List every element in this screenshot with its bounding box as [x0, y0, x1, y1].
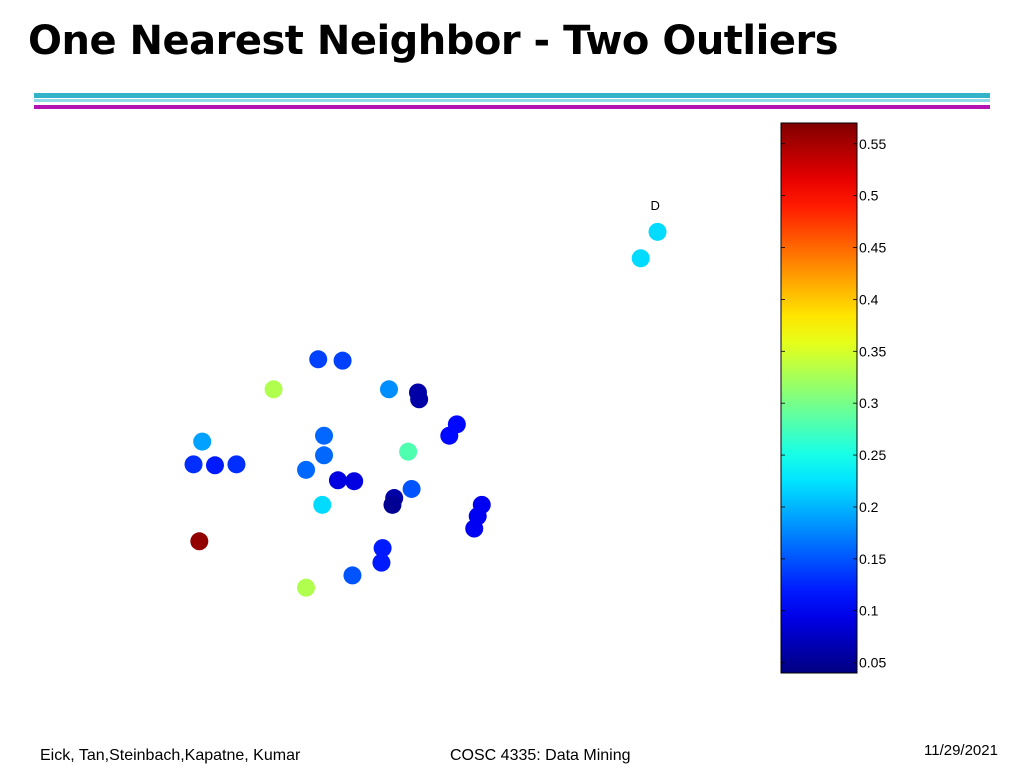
scatter-point	[333, 351, 352, 370]
footer-authors: Eick, Tan,Steinbach,Kapatne, Kumar	[40, 747, 301, 764]
scatter-point	[313, 495, 332, 514]
scatter-point	[631, 249, 650, 268]
scatter-point	[315, 446, 334, 465]
scatter-point	[328, 471, 347, 490]
scatter-point	[648, 222, 667, 241]
colorbar-tick-label: 0.35	[859, 343, 886, 359]
colorbar: 0.55 0.5 0.45 0.4 0.35 0.3 0.25 0.2 0.15 0.1 0.05	[780, 122, 886, 674]
slide-title: One Nearest Neighbor - Two Outliers	[28, 18, 839, 64]
colorbar-tick-label: 0.4	[859, 291, 879, 307]
colorbar-gradient	[780, 122, 858, 674]
scatter-point	[440, 426, 459, 445]
scatter-point	[309, 350, 328, 369]
scatter-point	[379, 380, 398, 399]
scatter-point	[190, 532, 209, 551]
scatter-point	[193, 432, 212, 451]
colorbar-ticks: 0.55 0.5 0.45 0.4 0.35 0.3 0.25 0.2 0.15 0.1 0.05	[781, 136, 886, 671]
scatter-point	[205, 456, 224, 475]
title-rule-teal	[34, 93, 990, 98]
colorbar-tick-label: 0.15	[859, 551, 886, 567]
footer-course: COSC 4335: Data Mining	[450, 747, 631, 764]
footer-date: 11/29/2021	[924, 742, 998, 759]
colorbar-tick-label: 0.55	[859, 136, 886, 152]
colorbar-tick-label: 0.5	[859, 188, 879, 204]
scatter-point	[465, 519, 484, 538]
scatter-point	[264, 380, 283, 399]
scatter-point	[410, 390, 429, 409]
scatter-point	[184, 455, 203, 474]
scatter-point	[372, 553, 391, 572]
colorbar-tick-label: 0.45	[859, 240, 886, 256]
scatter-point	[373, 539, 392, 558]
annotations: D	[651, 198, 660, 213]
scatter-point	[343, 566, 362, 585]
title-rule-magenta	[34, 105, 990, 109]
colorbar-tick-label: 0.1	[859, 603, 879, 619]
colorbar-tick-label: 0.2	[859, 499, 879, 515]
scatter-point	[383, 495, 402, 514]
scatter-point	[345, 472, 364, 491]
scatter-point	[399, 442, 418, 461]
scatter-point	[227, 455, 246, 474]
title-rule-light-blue	[34, 99, 990, 102]
colorbar-tick-label: 0.3	[859, 395, 879, 411]
scatter-points	[184, 222, 667, 597]
colorbar-tick-label: 0.05	[859, 655, 886, 671]
annotation-label: D	[651, 198, 660, 213]
scatter-point	[297, 460, 316, 479]
scatter-point	[297, 578, 316, 597]
scatter-point	[315, 426, 334, 445]
colorbar-tick-label: 0.25	[859, 447, 886, 463]
scatter-point	[402, 479, 421, 498]
